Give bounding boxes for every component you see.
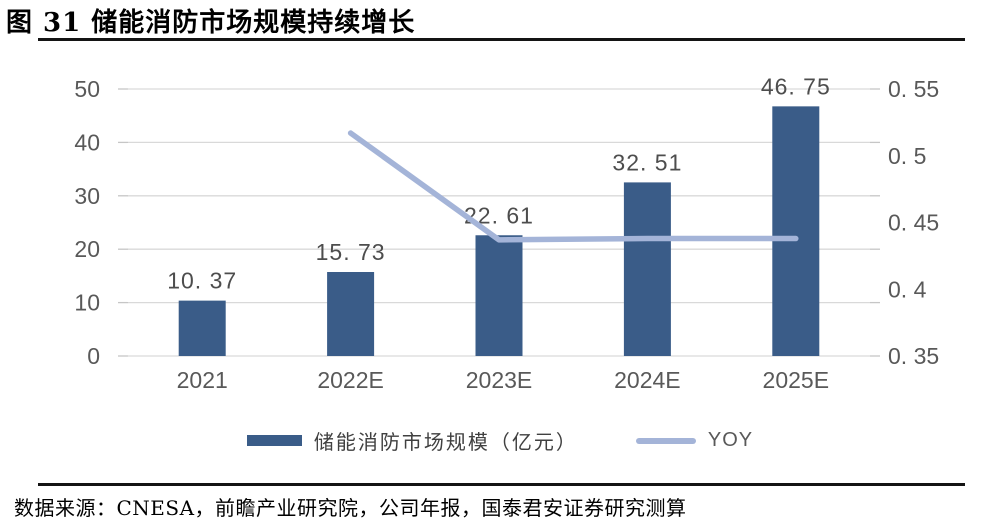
bar-value-label: 32. 51 (612, 149, 682, 175)
y-left-tick-label: 0 (87, 343, 100, 369)
legend-bar-swatch (246, 435, 302, 446)
title-rule (38, 38, 965, 41)
y-left-tick-label: 40 (74, 129, 100, 155)
bar-2023E (475, 235, 523, 356)
y-left-tick-label: 20 (74, 236, 100, 262)
y-left-tick-label: 30 (74, 183, 100, 209)
bar-value-label: 15. 73 (316, 239, 386, 265)
y-left-tick-label: 10 (74, 290, 100, 316)
data-source: 数据来源：CNESA，前瞻产业研究院，公司年报，国泰君安证券研究测算 (14, 496, 687, 520)
x-tick-label: 2021 (177, 367, 228, 393)
bar-2025E (772, 106, 820, 356)
legend-line-label: YOY (707, 429, 754, 451)
x-tick-label: 2025E (763, 367, 830, 393)
bar-value-label: 46. 75 (761, 73, 831, 99)
x-tick-label: 2023E (466, 367, 533, 393)
legend-line-swatch (635, 437, 696, 444)
y-right-tick-label: 0. 4 (888, 276, 927, 302)
bar-2021 (178, 300, 226, 356)
x-tick-label: 2022E (317, 367, 384, 393)
x-tick-label: 2024E (614, 367, 681, 393)
y-right-tick-label: 0. 5 (888, 143, 926, 169)
yoy-line (347, 130, 799, 243)
legend-bar-label: 储能消防市场规模（亿元） (313, 430, 578, 454)
y-right-tick-label: 0. 55 (888, 76, 939, 102)
figure-title: 图 31 储能消防市场规模持续增长 (6, 8, 416, 38)
y-left-tick-label: 50 (74, 76, 100, 102)
chart-legend: 储能消防市场规模（亿元） YOY (0, 426, 1000, 455)
bar-2022E (327, 272, 375, 356)
y-right-tick-label: 0. 35 (888, 343, 939, 369)
bar-value-label: 10. 37 (167, 268, 237, 294)
bar-2024E (623, 182, 671, 356)
footer-rule (38, 483, 965, 486)
y-right-tick-label: 0. 45 (888, 210, 939, 236)
